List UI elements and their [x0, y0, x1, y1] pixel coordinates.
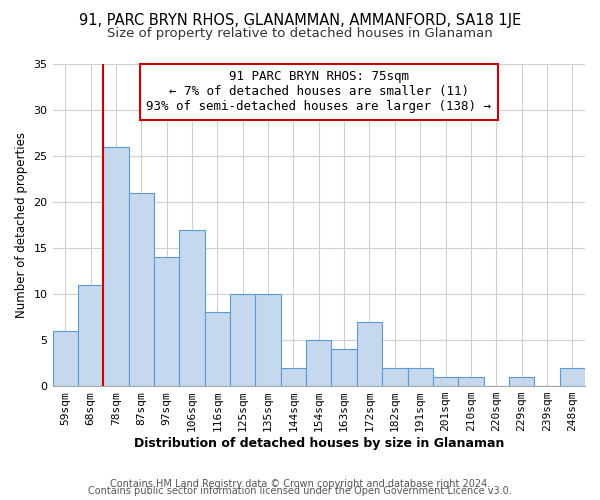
Bar	[331, 350, 357, 386]
Text: Contains HM Land Registry data © Crown copyright and database right 2024.: Contains HM Land Registry data © Crown c…	[110, 479, 490, 489]
Bar	[205, 312, 230, 386]
Bar	[560, 368, 585, 386]
Bar	[407, 368, 433, 386]
Bar	[306, 340, 331, 386]
Bar	[509, 377, 534, 386]
Bar	[128, 193, 154, 386]
Bar	[53, 331, 78, 386]
Bar	[458, 377, 484, 386]
X-axis label: Distribution of detached houses by size in Glanaman: Distribution of detached houses by size …	[134, 437, 504, 450]
Bar	[179, 230, 205, 386]
Bar	[433, 377, 458, 386]
Bar	[281, 368, 306, 386]
Text: 91 PARC BRYN RHOS: 75sqm
← 7% of detached houses are smaller (11)
93% of semi-de: 91 PARC BRYN RHOS: 75sqm ← 7% of detache…	[146, 70, 491, 114]
Bar	[357, 322, 382, 386]
Bar	[230, 294, 256, 386]
Bar	[382, 368, 407, 386]
Text: Contains public sector information licensed under the Open Government Licence v3: Contains public sector information licen…	[88, 486, 512, 496]
Bar	[78, 285, 103, 386]
Text: 91, PARC BRYN RHOS, GLANAMMAN, AMMANFORD, SA18 1JE: 91, PARC BRYN RHOS, GLANAMMAN, AMMANFORD…	[79, 12, 521, 28]
Text: Size of property relative to detached houses in Glanaman: Size of property relative to detached ho…	[107, 28, 493, 40]
Bar	[256, 294, 281, 386]
Bar	[103, 147, 128, 386]
Bar	[154, 257, 179, 386]
Y-axis label: Number of detached properties: Number of detached properties	[15, 132, 28, 318]
